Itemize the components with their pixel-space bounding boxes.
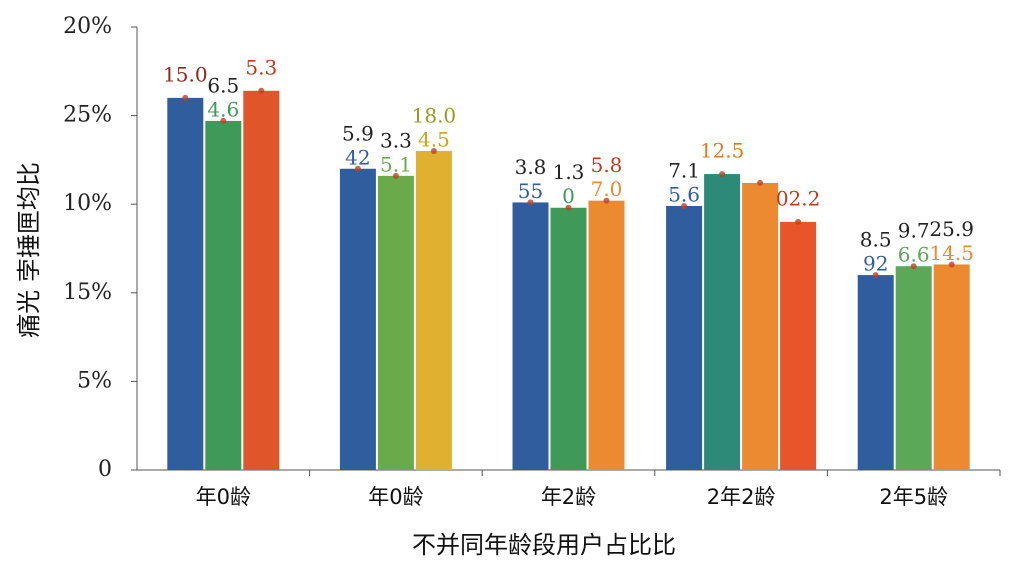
data-label: 18.0 [412,104,457,128]
data-label: 6.5 [207,73,239,97]
data-label: 3.8 [515,155,547,179]
data-label: 4.5 [418,128,450,152]
x-tick-label: 年0龄 [196,485,251,509]
bar [415,151,452,471]
bar-marker [719,171,726,178]
x-axis-title: 不并同年龄段用户占比比 [412,531,676,559]
y-tick-label: 20% [63,14,112,39]
bar [167,97,204,470]
data-label: 55 [518,179,543,203]
y-tick-label: 0 [98,457,112,482]
bar-marker [182,94,189,101]
bar-marker [681,202,688,209]
data-label: 8.5 [860,228,892,252]
y-tick-label: 15% [63,280,112,305]
y-tick-label: 25% [63,103,112,128]
data-label: 42 [345,145,370,169]
data-label: 7.0 [591,177,623,201]
bar-marker [795,218,802,225]
bar-marker [910,263,917,270]
bar-marker [220,117,227,124]
data-label: 7.1 [668,158,700,182]
bar [933,264,970,470]
bar [704,174,741,471]
y-axis-title: 痛光 孛捶匣均比 [15,162,43,338]
x-tick-label: 2年2龄 [707,485,776,509]
bar [550,207,587,470]
data-label: 5.6 [668,182,700,206]
data-label: 5.1 [380,152,412,176]
bar-marker [527,199,534,206]
data-label: 02.2 [776,186,821,210]
bar [588,200,625,470]
x-tick-label: 2年5龄 [879,485,948,509]
data-label: 3.3 [380,128,412,152]
bar [205,120,242,470]
y-tick-label: 5% [77,368,112,393]
bar [895,266,932,470]
data-label: 9.7 [898,219,930,243]
data-label: 12.5 [700,139,745,163]
bar-marker [354,165,361,172]
bar-marker [757,179,764,186]
x-tick-label: 年0龄 [368,485,423,509]
data-label: 0 [562,184,575,208]
bar-marker [948,261,955,268]
data-label: 25.9 [929,217,974,241]
bar-marker [392,172,399,179]
data-label: 14.5 [929,241,974,265]
y-tick-label: 10% [63,191,112,216]
bar-marker [258,87,265,94]
data-label: 92 [863,252,888,276]
data-label: 5.9 [342,121,374,145]
bar [243,90,280,471]
data-label: 4.6 [207,97,239,121]
data-label: 1.3 [553,160,585,184]
bar [666,205,703,471]
data-label: 15.0 [163,62,208,86]
x-tick-label: 年2龄 [541,485,596,509]
bar-marker [430,148,437,155]
bar [742,182,779,470]
bar [780,221,817,470]
bar [512,202,549,471]
bar-marker [603,197,610,204]
bar [857,275,894,470]
bar-marker [565,204,572,211]
data-label: 5.3 [245,55,277,79]
bar [339,168,376,470]
data-label: 5.8 [591,153,623,177]
bar [377,175,414,470]
bar-marker [872,272,879,279]
data-label: 6.6 [898,243,930,267]
